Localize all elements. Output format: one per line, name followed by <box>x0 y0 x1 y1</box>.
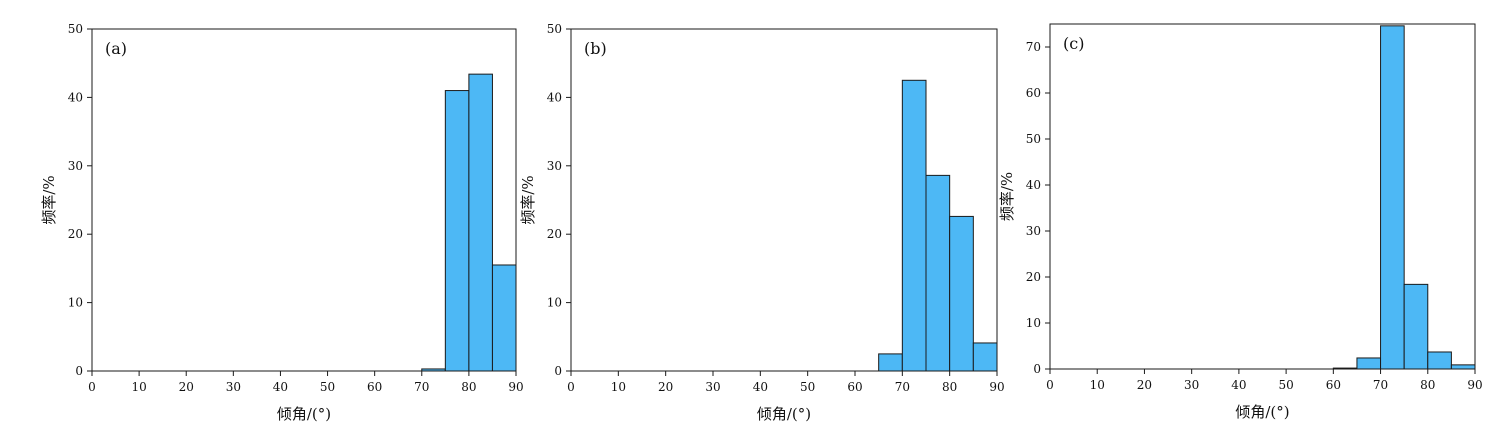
x-tick-label: 40 <box>1231 378 1246 392</box>
y-tick-label: 10 <box>1026 316 1041 330</box>
x-tick-label: 10 <box>611 380 626 394</box>
y-tick-label: 0 <box>75 364 83 378</box>
bar-80-85 <box>1427 351 1452 370</box>
y-axis-title: 频率/% <box>40 175 58 224</box>
y-tick-label: 50 <box>1026 132 1041 146</box>
y-tick-label: 70 <box>1026 40 1041 54</box>
panel-label: (a) <box>105 39 127 58</box>
bar-70-75 <box>1380 25 1405 370</box>
y-tick-label: 20 <box>1026 270 1041 284</box>
x-tick-label: 70 <box>895 380 910 394</box>
bar-85-90 <box>972 342 998 372</box>
x-tick-label: 80 <box>942 380 957 394</box>
x-axis-title: 倾角/(°) <box>757 405 811 423</box>
panel-a: 0 10 20 30 40 50 60 70 80 90 0 10 20 30 40 50 倾角/(°) 频率/%… <box>40 22 524 423</box>
x-tick-label: 90 <box>508 380 523 394</box>
x-tick-label: 0 <box>88 380 96 394</box>
y-tick-label: 0 <box>554 364 562 378</box>
panel-c: 0 10 20 30 40 50 60 70 80 90 0 10 20 30 40 50 60 70 倾角/(°)… <box>998 23 1483 421</box>
x-tick-label: 0 <box>1046 378 1054 392</box>
y-tick-label: 50 <box>547 22 562 36</box>
x-tick-label: 50 <box>800 380 815 394</box>
x-axis-title: 倾角/(°) <box>277 405 331 423</box>
bar-65-70 <box>1356 357 1382 370</box>
x-tick-label: 70 <box>1373 378 1388 392</box>
x-tick-label: 80 <box>461 380 476 394</box>
x-tick-label: 50 <box>1278 378 1293 392</box>
y-axis-title: 频率/% <box>998 172 1016 221</box>
y-tick-label: 30 <box>68 159 83 173</box>
bar-75-80 <box>925 174 951 372</box>
y-tick-label: 50 <box>68 22 83 36</box>
bar-75-80 <box>444 90 470 372</box>
panel-b: 0 10 20 30 40 50 60 70 80 90 0 10 20 30 40 50 倾角/(°) 频率/%… <box>519 22 1005 423</box>
x-tick-label: 40 <box>273 380 288 394</box>
x-tick-label: 50 <box>320 380 335 394</box>
y-tick-label: 30 <box>547 159 562 173</box>
x-tick-label: 20 <box>179 380 194 394</box>
plot-frame <box>570 28 998 372</box>
x-tick-label: 30 <box>226 380 241 394</box>
y-tick-label: 20 <box>68 227 83 241</box>
x-tick-label: 10 <box>1090 378 1105 392</box>
panel-label: (b) <box>584 39 607 58</box>
x-tick-label: 60 <box>367 380 382 394</box>
x-axis-title: 倾角/(°) <box>1235 403 1289 421</box>
x-tick-label: 40 <box>753 380 768 394</box>
plot-frame <box>1049 23 1476 370</box>
y-tick-label: 0 <box>1033 362 1041 376</box>
bar-80-85 <box>949 215 974 372</box>
x-tick-label: 20 <box>1137 378 1152 392</box>
x-tick-label: 30 <box>705 380 720 394</box>
bar-75-80 <box>1403 283 1429 370</box>
y-axis-title: 频率/% <box>519 175 537 224</box>
x-tick-label: 10 <box>131 380 146 394</box>
bar-85-90 <box>1450 364 1476 370</box>
x-tick-label: 90 <box>1467 378 1482 392</box>
y-tick-label: 20 <box>547 227 562 241</box>
y-tick-label: 40 <box>547 90 562 104</box>
x-tick-label: 30 <box>1184 378 1199 392</box>
y-tick-label: 40 <box>1026 178 1041 192</box>
bar-85-90 <box>491 264 517 372</box>
y-tick-label: 10 <box>68 296 83 310</box>
y-tick-label: 30 <box>1026 224 1041 238</box>
y-tick-label: 40 <box>68 90 83 104</box>
bar-70-75 <box>901 79 927 372</box>
x-tick-label: 60 <box>1326 378 1341 392</box>
x-tick-label: 80 <box>1420 378 1435 392</box>
x-tick-label: 90 <box>989 380 1004 394</box>
y-tick-label: 60 <box>1026 86 1041 100</box>
bar-65-70 <box>878 353 903 372</box>
x-tick-label: 60 <box>847 380 862 394</box>
x-tick-label: 20 <box>658 380 673 394</box>
x-tick-label: 0 <box>567 380 575 394</box>
bar-80-85 <box>468 73 493 372</box>
panel-label: (c) <box>1063 34 1084 53</box>
x-tick-label: 70 <box>414 380 429 394</box>
y-tick-label: 10 <box>547 296 562 310</box>
plot-frame <box>91 28 517 372</box>
